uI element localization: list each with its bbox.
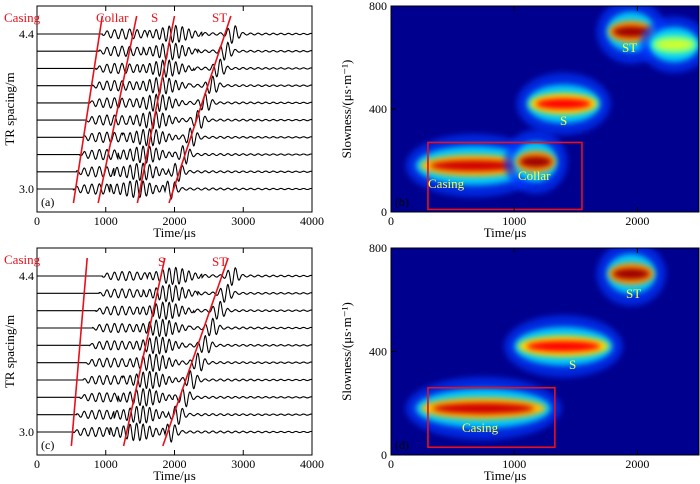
arrival-line-casing xyxy=(70,257,88,447)
trace-line xyxy=(37,127,313,147)
arrival-line-collar xyxy=(97,15,138,204)
trace-xtick-label: 0 xyxy=(34,214,40,228)
trace-line xyxy=(37,145,312,165)
trace-line xyxy=(37,58,312,79)
trace-line xyxy=(37,266,313,287)
heat-core-s xyxy=(535,98,592,110)
x-axis-label: Time/μs xyxy=(484,225,527,240)
arrival-line-s xyxy=(122,257,166,447)
trace-line xyxy=(37,405,312,425)
y-axis-label: TR spacing/m xyxy=(2,315,17,388)
annotation-s: S xyxy=(560,113,567,128)
trace-xtick-label: 3000 xyxy=(231,457,255,471)
annotation-st: ST xyxy=(212,10,227,25)
heat-core-casing xyxy=(432,402,535,414)
panel-label: (c) xyxy=(41,438,54,452)
plot-frame xyxy=(36,247,313,456)
ytick-label-bottom: 3.0 xyxy=(19,182,34,196)
trace-xtick-label: 1000 xyxy=(94,214,118,228)
trace-line xyxy=(37,92,312,113)
heat-core-collar xyxy=(519,156,552,168)
annotation-casing: Casing xyxy=(462,420,499,435)
trace-line xyxy=(37,334,312,355)
annotation-st: ST xyxy=(626,286,641,301)
trace-xtick-label: 2000 xyxy=(163,457,187,471)
trace-xtick-label: 4000 xyxy=(300,457,324,471)
arrival-line-casing xyxy=(72,15,104,204)
trace-line xyxy=(37,387,312,408)
heat-xtick-label: 2000 xyxy=(625,457,649,471)
panel-c: Casing S ST 4.4 3.0 0 1000 2000 3000 4000 Time/μs T… xyxy=(2,247,324,483)
heatmap-area xyxy=(391,248,699,455)
trace-line xyxy=(37,162,312,182)
trace-line xyxy=(37,41,313,61)
ytick-label: 0 xyxy=(381,205,387,219)
ytick-label-bottom: 3.0 xyxy=(19,425,34,439)
panel-label: (b) xyxy=(395,195,409,209)
x-axis-label: Time/μs xyxy=(484,468,527,483)
highlight-box xyxy=(427,141,583,211)
heat-core-s xyxy=(526,340,601,352)
panel-label: (d) xyxy=(395,438,409,452)
y-axis-label: TR spacing/m xyxy=(2,72,17,145)
trace-line xyxy=(37,75,312,96)
ytick-label: 400 xyxy=(369,102,387,116)
annotation-casing: Casing xyxy=(428,176,465,191)
ytick-label-top: 4.4 xyxy=(19,27,34,41)
arrival-line-s xyxy=(136,15,176,204)
heat-core-st xyxy=(612,268,650,280)
ytick-label: 400 xyxy=(369,345,387,359)
annotation-s: S xyxy=(151,10,158,25)
ytick-label: 800 xyxy=(369,0,387,13)
y-axis-label: Slowness/(μs·m⁻¹) xyxy=(339,60,354,159)
arrival-line-st xyxy=(162,257,229,447)
heat-xtick-label: 1000 xyxy=(502,214,526,228)
trace-line xyxy=(37,300,312,321)
annotation-collar: Collar xyxy=(96,10,129,25)
annotation-casing: Casing xyxy=(4,10,41,25)
annotation-st: ST xyxy=(622,40,637,55)
trace-line xyxy=(37,24,313,45)
ytick-label: 800 xyxy=(369,241,387,255)
annotation-s: S xyxy=(158,254,165,269)
heat-xtick-label: 1000 xyxy=(502,457,526,471)
plot-frame xyxy=(36,5,313,213)
annotation-st: ST xyxy=(212,254,227,269)
panel-a: Casing Collar S ST 4.4 3.0 0 1000 2000 3000 4000 Ti… xyxy=(2,5,324,240)
x-axis-label: Time/μs xyxy=(153,225,196,240)
annotation-casing: Casing xyxy=(4,252,41,267)
heat-xtick-label: 0 xyxy=(388,457,394,471)
trace-line xyxy=(37,283,313,303)
trace-line xyxy=(37,422,313,444)
panel-b: Casing Collar S ST 0 400 800 0 1000 2000 Time/μs Sl… xyxy=(339,0,700,240)
annotation-s: S xyxy=(569,357,576,372)
highlight-box xyxy=(427,386,556,449)
trace-line xyxy=(37,317,312,338)
heat-xtick-label: 2000 xyxy=(625,214,649,228)
trace-xtick-label: 0 xyxy=(34,457,40,471)
trace-xtick-label: 1000 xyxy=(94,457,118,471)
trace-line xyxy=(37,109,313,130)
trace-line xyxy=(37,179,313,200)
panel-label: (a) xyxy=(41,195,54,209)
heat-core-casing xyxy=(430,160,519,172)
ytick-label-top: 4.4 xyxy=(19,269,34,283)
heat-core-st xyxy=(612,26,650,38)
heatmap-area xyxy=(391,6,699,212)
trace-xtick-label: 4000 xyxy=(300,214,324,228)
trace-line xyxy=(37,352,313,372)
panel-d: Casing S ST 0 400 800 0 1000 2000 Time/μs Slowness… xyxy=(339,241,700,483)
trace-line xyxy=(37,369,313,390)
y-axis-label: Slowness/(μs·m⁻¹) xyxy=(339,302,354,401)
ytick-label: 0 xyxy=(381,448,387,462)
x-axis-label: Time/μs xyxy=(153,468,196,483)
heat-core-band xyxy=(655,39,693,50)
heat-xtick-label: 0 xyxy=(388,214,394,228)
trace-xtick-label: 3000 xyxy=(231,214,255,228)
trace-xtick-label: 2000 xyxy=(163,214,187,228)
arrival-line-st xyxy=(168,15,232,204)
annotation-collar: Collar xyxy=(518,168,551,183)
